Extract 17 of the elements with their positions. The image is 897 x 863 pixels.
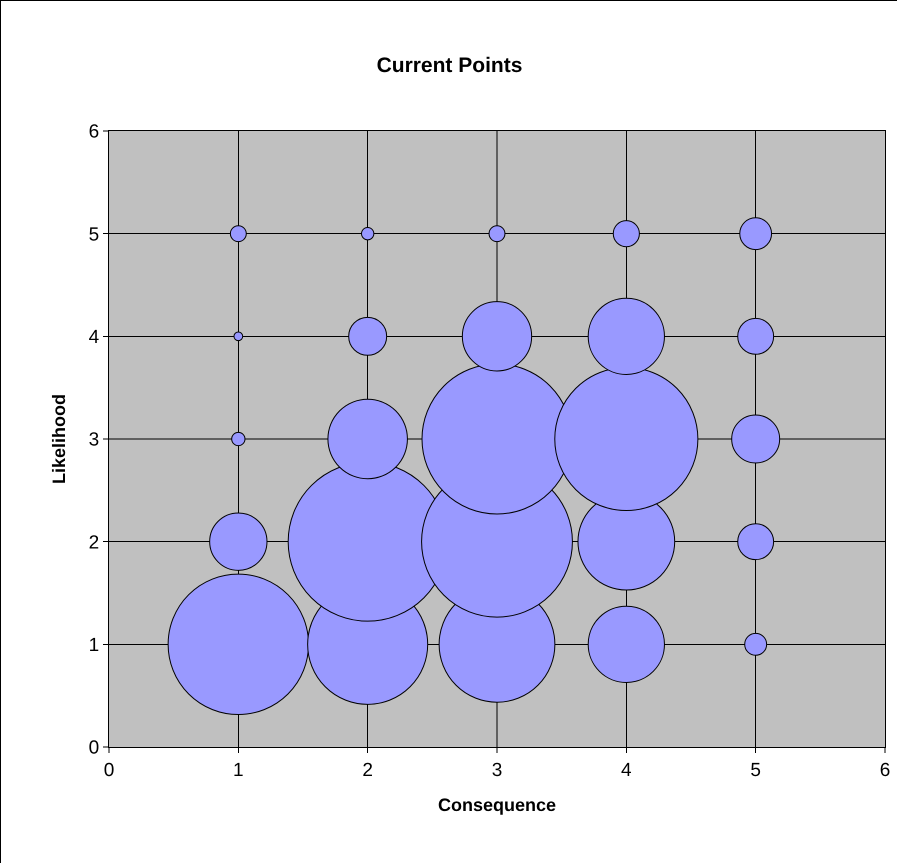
y-tick-label: 5 [88,224,100,246]
y-tick-label: 0 [88,738,100,759]
y-tick-label: 6 [88,122,100,143]
x-tick-label: 4 [621,760,632,781]
y-axis-title: Likelihood [48,394,69,484]
y-tick-label: 2 [88,532,100,554]
chart-title: Current Points [376,54,522,77]
x-tick-label: 5 [750,760,761,781]
y-tick-label: 1 [88,634,100,656]
x-tick-label: 6 [880,760,890,781]
x-tick-label: 2 [362,760,373,781]
x-axis-title: Consequence [438,794,556,815]
x-tick-label: 3 [492,760,502,781]
y-tick-label: 3 [88,430,100,451]
x-tick-label: 0 [104,760,114,781]
x-tick-label: 1 [233,760,244,781]
y-tick-label: 4 [88,326,100,348]
